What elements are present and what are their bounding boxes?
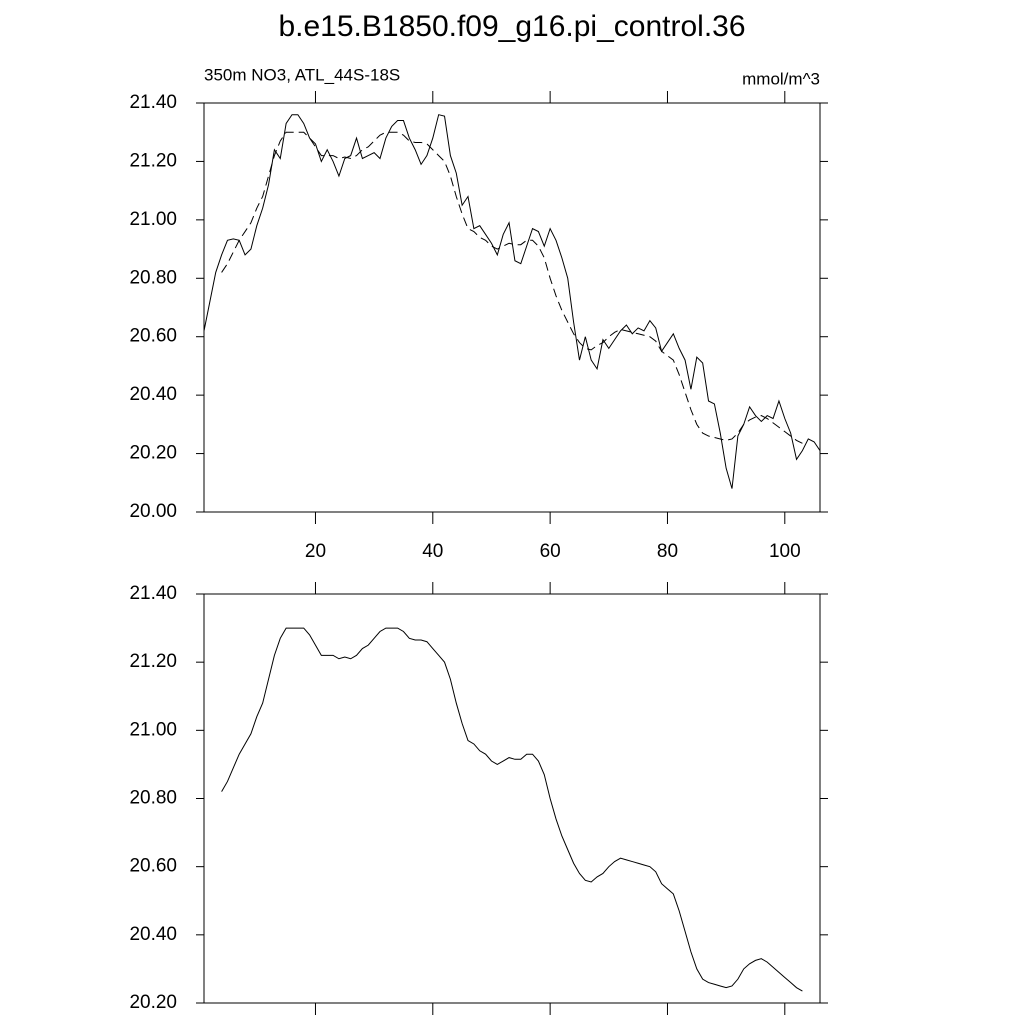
- y-tick-label: 21.20: [129, 651, 177, 672]
- x-tick-label: 80: [657, 541, 678, 562]
- subtitle-left: 350m NO3, ATL_44S-18S: [204, 65, 400, 84]
- y-tick-label: 20.60: [129, 326, 177, 347]
- chart-title: b.e15.B1850.f09_g16.pi_control.36: [278, 10, 745, 43]
- y-tick-label: 20.00: [129, 501, 177, 522]
- data-line: [203, 114, 821, 489]
- plot-frame: [203, 593, 821, 1004]
- x-tick-label: 60: [540, 541, 561, 562]
- y-tick-label: 20.60: [129, 856, 177, 877]
- y-tick-label: 21.40: [129, 92, 177, 113]
- x-tick-label: 40: [422, 541, 443, 562]
- y-tick-label: 21.40: [129, 583, 177, 604]
- x-tick-label: 20: [305, 541, 326, 562]
- data-line: [221, 627, 803, 992]
- y-tick-label: 20.20: [129, 992, 177, 1013]
- y-tick-label: 21.20: [129, 150, 177, 171]
- data-line: [221, 131, 803, 444]
- y-tick-label: 20.80: [129, 267, 177, 288]
- y-tick-label: 20.40: [129, 924, 177, 945]
- plot-frame: [203, 102, 821, 513]
- y-tick-label: 20.80: [129, 788, 177, 809]
- y-tick-label: 20.20: [129, 443, 177, 464]
- units-label: mmol/m^3: [742, 69, 820, 88]
- x-tick-label: 100: [769, 541, 801, 562]
- y-tick-label: 20.40: [129, 384, 177, 405]
- y-tick-label: 21.00: [129, 209, 177, 230]
- y-tick-label: 21.00: [129, 719, 177, 740]
